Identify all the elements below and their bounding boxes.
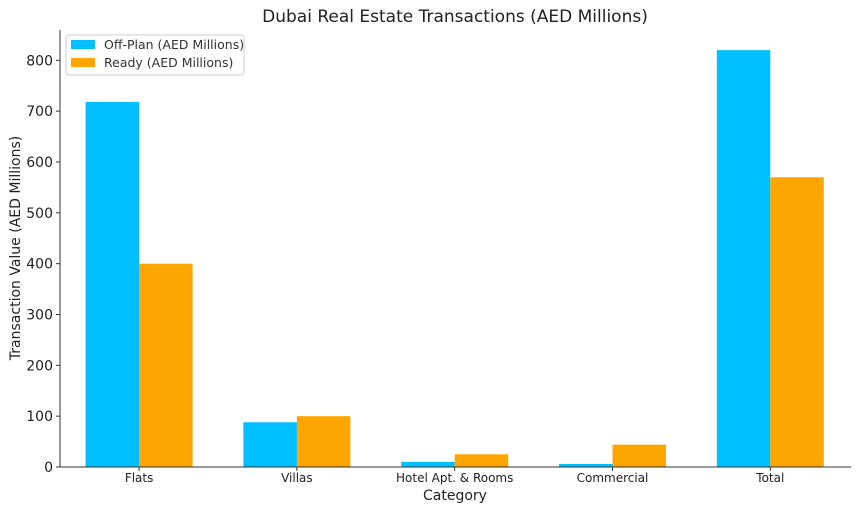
bar-off-plan <box>401 461 455 467</box>
y-tick-label: 600 <box>26 155 53 171</box>
bar-off-plan <box>243 422 297 467</box>
x-tick-label: Commercial <box>577 471 649 485</box>
bar-ready <box>454 454 509 467</box>
bar-off-plan <box>559 463 613 467</box>
y-tick-label: 200 <box>26 358 53 374</box>
legend-box <box>65 34 245 76</box>
y-tick-label: 0 <box>44 460 53 476</box>
x-tick-label: Flats <box>125 471 154 485</box>
y-tick-label: 400 <box>26 257 53 273</box>
y-tick-label: 800 <box>26 53 53 69</box>
legend-swatch <box>71 58 95 67</box>
bar-ready <box>139 263 193 467</box>
bar-off-plan <box>85 101 140 467</box>
legend-label: Ready (AED Millions) <box>104 55 233 70</box>
x-tick-label: Villas <box>281 471 313 485</box>
y-tick-label: 300 <box>26 307 53 323</box>
y-tick-label: 100 <box>26 409 53 425</box>
bar-off-plan <box>716 50 771 467</box>
legend-label: Off-Plan (AED Millions) <box>104 37 244 52</box>
y-tick-label: 700 <box>26 104 53 120</box>
x-tick-label: Hotel Apt. & Rooms <box>396 471 513 485</box>
bar-ready <box>612 444 666 467</box>
x-tick-label: Total <box>755 471 784 485</box>
x-axis-label: Category <box>423 488 487 504</box>
bar-ready <box>296 416 351 467</box>
y-tick-label: 500 <box>26 206 53 222</box>
legend-swatch <box>71 40 95 49</box>
chart-title: Dubai Real Estate Transactions (AED Mill… <box>262 7 648 27</box>
bar-ready <box>770 177 824 467</box>
y-axis-label: Transaction Value (AED Millions) <box>8 136 24 361</box>
